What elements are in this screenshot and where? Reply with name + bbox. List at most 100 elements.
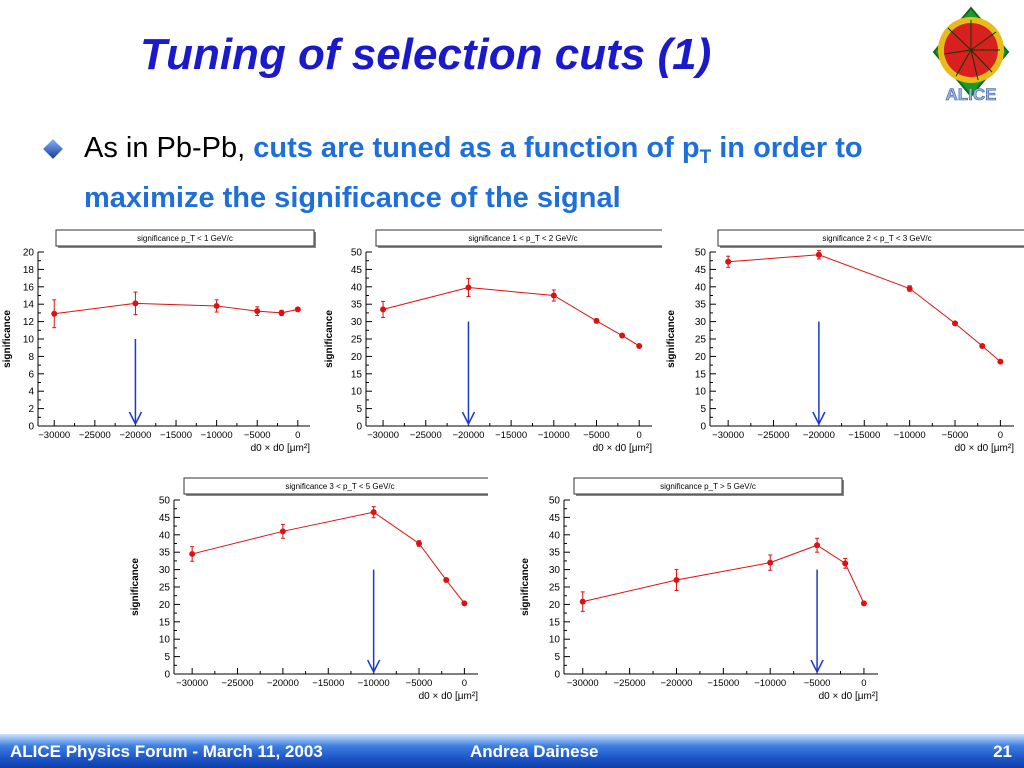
x-tick-label: −5000: [942, 430, 969, 441]
x-tick-label: −25000: [758, 430, 790, 441]
y-tick-label: 45: [549, 513, 561, 524]
y-tick-label: 45: [159, 513, 171, 524]
optimal-cut-arrowhead: [812, 411, 826, 426]
data-point: [906, 285, 913, 292]
x-tick-label: −5000: [406, 678, 433, 689]
data-point: [860, 600, 867, 607]
y-tick-label: 15: [159, 617, 171, 628]
x-tick-label: −30000: [567, 678, 599, 689]
chart-svg: significance 1 < p_T < 2 GeV/c 0 5 10 15 20 25…: [324, 229, 672, 454]
y-tick-label: 12: [23, 317, 35, 328]
x-tick-label: −30000: [176, 678, 208, 689]
y-axis-label: significance: [520, 558, 531, 616]
data-point: [842, 560, 849, 567]
data-point: [279, 528, 286, 535]
y-tick-label: 20: [159, 600, 171, 611]
y-tick-label: 45: [695, 265, 707, 276]
x-axis-label: d0 × d0 [μm²]: [955, 443, 1015, 454]
y-tick-label: 10: [695, 387, 707, 398]
y-tick-label: 5: [700, 404, 706, 415]
data-point: [636, 342, 643, 349]
series-line: [54, 302, 298, 315]
y-axis-label: significance: [2, 310, 13, 368]
y-tick-label: 15: [695, 369, 707, 380]
chart-svg: significance 2 < p_T < 3 GeV/c 0 5 10 15 20 25…: [666, 229, 1024, 454]
y-tick-label: 40: [159, 530, 171, 541]
y-tick-label: 2: [28, 404, 34, 415]
y-tick-label: 20: [23, 248, 35, 259]
y-tick-label: 30: [351, 317, 363, 328]
y-tick-label: 25: [159, 583, 171, 594]
y-tick-label: 0: [28, 422, 34, 433]
y-tick-label: 14: [23, 300, 35, 311]
chart-title: significance 3 < p_T < 5 GeV/c: [285, 482, 394, 491]
x-tick-label: −10000: [894, 430, 926, 441]
y-tick-label: 10: [549, 635, 561, 646]
y-tick-label: 8: [28, 352, 34, 363]
data-point: [370, 509, 377, 516]
y-tick-label: 30: [549, 565, 561, 576]
chart-svg: significance 3 < p_T < 5 GeV/c 0 5 10 15 20 25…: [130, 477, 498, 702]
data-point: [213, 302, 220, 309]
x-tick-label: 0: [462, 678, 467, 689]
x-tick-label: −10000: [201, 430, 233, 441]
x-tick-label: −10000: [754, 678, 786, 689]
data-point: [461, 600, 468, 607]
y-tick-label: 0: [700, 422, 706, 433]
slide-title: Tuning of selection cuts (1): [140, 30, 712, 79]
y-axis-label: significance: [130, 558, 141, 616]
chart-pt-1-2: significance 1 < p_T < 2 GeV/c 0 5 10 15 20 25…: [322, 226, 672, 461]
y-tick-label: 50: [159, 496, 171, 507]
data-point: [380, 306, 387, 313]
x-tick-label: −15000: [495, 430, 527, 441]
y-tick-label: 20: [351, 352, 363, 363]
x-tick-label: −30000: [367, 430, 399, 441]
y-tick-label: 0: [356, 422, 362, 433]
alice-logo: ALICE: [918, 0, 1024, 104]
optimal-cut-arrowhead: [366, 659, 381, 674]
series-line: [192, 511, 465, 604]
page-number: 21: [993, 742, 1012, 761]
x-tick-label: −30000: [38, 430, 70, 441]
y-tick-label: 50: [549, 496, 561, 507]
chart-title: significance 2 < p_T < 3 GeV/c: [822, 234, 931, 243]
bullet-highlight-subscript: T: [699, 147, 712, 168]
x-tick-label: 0: [637, 430, 642, 441]
y-tick-label: 35: [159, 548, 171, 559]
footer-bar: ALICE Physics Forum - March 11, 2003 And…: [0, 734, 1024, 768]
data-point: [579, 598, 586, 605]
data-point: [673, 577, 680, 584]
y-tick-label: 5: [164, 652, 170, 663]
x-tick-label: 0: [861, 678, 866, 689]
x-tick-label: −10000: [358, 678, 390, 689]
y-tick-label: 50: [351, 248, 363, 259]
series-line: [728, 254, 1001, 362]
x-tick-label: −20000: [660, 678, 692, 689]
data-point: [979, 342, 986, 349]
y-tick-label: 35: [549, 548, 561, 559]
data-point: [51, 310, 58, 317]
x-tick-label: −30000: [712, 430, 744, 441]
y-tick-label: 40: [549, 530, 561, 541]
data-point: [725, 258, 732, 265]
chart-svg: significance p_T > 5 GeV/c 0 5 10 15 20 25 30 35…: [520, 477, 878, 702]
y-axis-label: significance: [324, 310, 335, 368]
data-point: [619, 332, 626, 339]
series-line: [382, 286, 640, 347]
footer-event: ALICE Physics Forum - March 11, 2003: [10, 742, 323, 761]
y-tick-label: 40: [695, 282, 707, 293]
chart-title: significance 1 < p_T < 2 GeV/c: [468, 234, 577, 243]
y-tick-label: 25: [549, 583, 561, 594]
data-point: [767, 559, 774, 566]
bullet-diamond-icon: [43, 139, 63, 159]
data-point: [443, 577, 450, 584]
y-axis-label: significance: [666, 310, 677, 368]
data-point: [294, 306, 301, 313]
x-tick-label: −15000: [848, 430, 880, 441]
y-tick-label: 5: [554, 652, 560, 663]
y-tick-label: 25: [351, 335, 363, 346]
optimal-cut-arrowhead: [810, 659, 824, 674]
chart-pt-lt-1: significance p_T < 1 GeV/c 0 2 4 6 8 10 12 14 16 1…: [0, 226, 320, 461]
y-tick-label: 15: [549, 617, 561, 628]
y-tick-label: 30: [159, 565, 171, 576]
